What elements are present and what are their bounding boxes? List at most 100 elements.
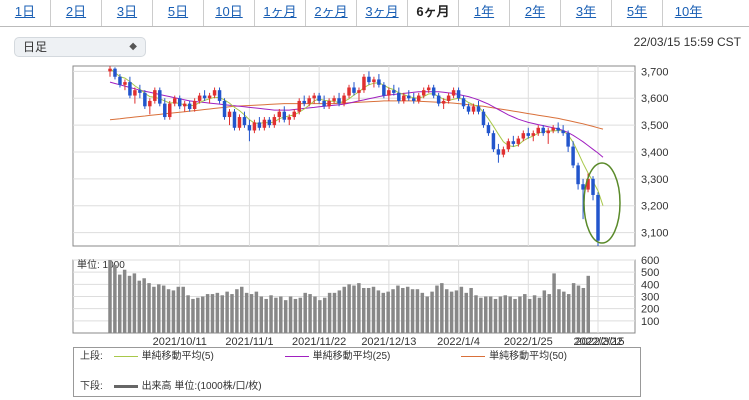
candle-body (352, 87, 356, 93)
legend-label-volume: 出来高 単位:(1000株/口/枚) (141, 381, 262, 392)
tab-1日[interactable]: 1日 (0, 0, 51, 26)
volume-bar (425, 296, 429, 333)
candle-body (397, 92, 401, 101)
volume-bar (444, 289, 449, 333)
volume-bar (347, 284, 351, 333)
candle-body (392, 90, 396, 93)
volume-bar (254, 291, 259, 333)
candle-body (421, 90, 426, 96)
legend-swatch-sma50 (461, 355, 486, 357)
volume-bar (498, 296, 503, 333)
tab-5日[interactable]: 5日 (153, 0, 204, 26)
volume-bar (274, 297, 278, 333)
price-tick-label: 3,100 (641, 228, 669, 240)
candle-body (247, 125, 252, 131)
volume-unit-label: 単位: 1000 (77, 258, 125, 271)
volume-bar (327, 292, 332, 333)
candle-body (561, 130, 565, 134)
volume-bar (264, 298, 268, 333)
volume-bar (279, 296, 283, 333)
tab-2日[interactable]: 2日 (51, 0, 102, 26)
candle-body (312, 95, 316, 99)
candle-body (461, 98, 466, 107)
volume-bar (405, 286, 410, 333)
candle-body (521, 133, 526, 139)
volume-bar (230, 294, 234, 333)
tab-3ヶ月[interactable]: 3ヶ月 (357, 0, 408, 26)
x-tick-label: 2021/12/13 (361, 336, 416, 348)
volume-bar (440, 283, 444, 333)
tab-2年[interactable]: 2年 (510, 0, 561, 26)
volume-bar (469, 287, 473, 333)
candle-body (237, 117, 242, 128)
candle-body (317, 95, 321, 101)
candle-body (491, 133, 496, 150)
candle-body (416, 95, 421, 101)
candle-body (451, 90, 456, 96)
volume-bar (376, 290, 381, 333)
volume-bar (513, 298, 517, 333)
volume-bar (152, 286, 156, 333)
candle-body (566, 133, 570, 147)
legend-swatch-sma25 (284, 355, 309, 357)
tab-5年[interactable]: 5年 (612, 0, 663, 26)
x-tick-label: 2022/3/15 (576, 336, 625, 348)
volume-bar (576, 285, 581, 333)
tab-1ヶ月[interactable]: 1ヶ月 (255, 0, 306, 26)
candle-body (556, 127, 560, 131)
volume-bar (337, 290, 342, 333)
volume-bar (127, 275, 132, 333)
tab-3年[interactable]: 3年 (561, 0, 612, 26)
volume-bar (386, 291, 390, 333)
volume-bar (547, 294, 551, 333)
candle-body (322, 100, 326, 107)
candle-body (486, 125, 491, 134)
tab-1年[interactable]: 1年 (459, 0, 510, 26)
volume-tick-label: 500 (641, 267, 659, 279)
price-tick-label: 3,700 (641, 66, 669, 78)
volume-bar (571, 283, 576, 333)
volume-bar (171, 290, 176, 333)
tab-3日[interactable]: 3日 (102, 0, 153, 26)
volume-bar (484, 296, 488, 333)
volume-tick-label: 100 (641, 316, 659, 328)
volume-tick-label: 300 (641, 292, 659, 304)
candle-body (591, 178, 595, 195)
candle-body (202, 95, 207, 99)
timestamp: 22/03/15 15:59 CST (633, 35, 741, 49)
candle-body (456, 90, 461, 99)
volume-bar (205, 294, 210, 333)
candle-body (123, 82, 127, 85)
tab-10日[interactable]: 10日 (204, 0, 255, 26)
period-select[interactable]: 日足 ◆ (14, 37, 146, 57)
volume-bar (283, 300, 288, 333)
volume-bar (532, 295, 537, 333)
tab-10年[interactable]: 10年 (674, 4, 703, 19)
chevron-updown-icon: ◆ (129, 41, 137, 52)
candle-body (327, 100, 331, 107)
candle-body (367, 76, 371, 83)
candle-body (232, 111, 237, 128)
tab-2ヶ月[interactable]: 2ヶ月 (306, 0, 357, 26)
price-tick-label: 3,600 (641, 93, 669, 105)
candle-body (516, 138, 521, 144)
tab-6ヶ月[interactable]: 6ヶ月 (408, 0, 459, 26)
volume-bar (235, 289, 239, 333)
candle-body (282, 111, 287, 120)
candle-body (153, 90, 157, 101)
candle-body (267, 119, 272, 126)
volume-bar (200, 296, 205, 333)
candle-body (217, 90, 222, 101)
volume-bar (147, 283, 151, 333)
candle-body (148, 100, 152, 107)
x-tick-label: 2021/11/22 (292, 336, 346, 348)
volume-bar (308, 294, 312, 333)
x-tick-label: 2021/10/11 (153, 336, 207, 348)
highlight-ellipse (583, 162, 621, 244)
candle-body (471, 106, 476, 112)
candle-body (402, 95, 406, 101)
volume-bar (381, 292, 386, 333)
volume-bar (259, 296, 264, 333)
legend-swatch-volume (113, 384, 138, 388)
